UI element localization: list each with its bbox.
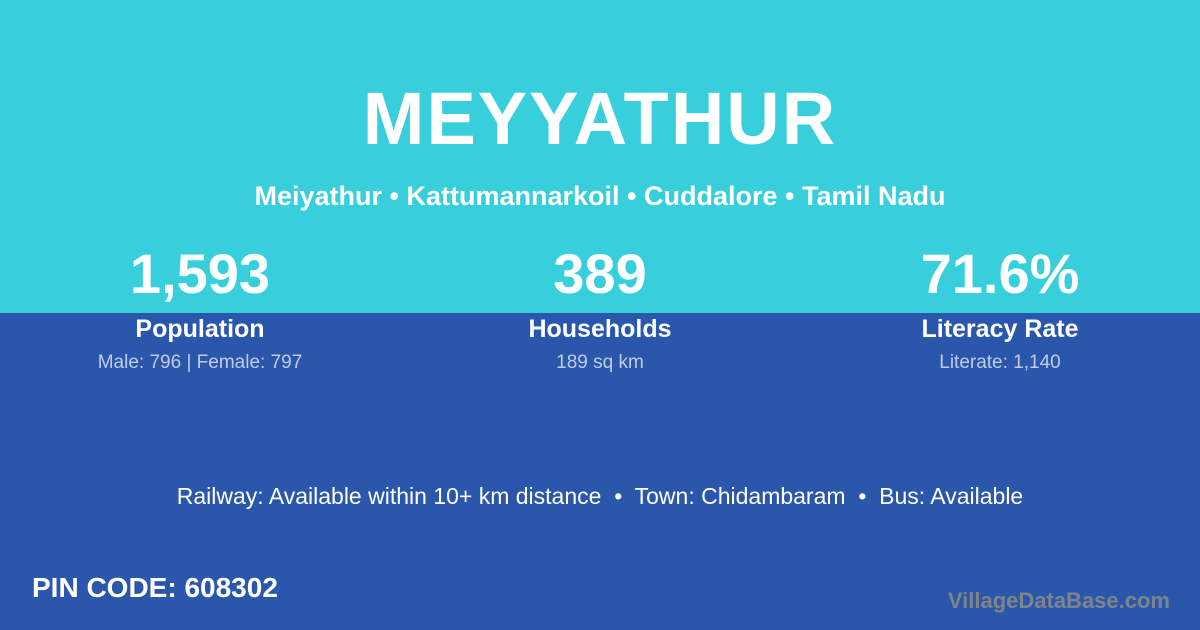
stat-label: Households — [528, 315, 672, 343]
stat-detail: Literate: 1,140 — [939, 352, 1061, 373]
stats-row: 1,593 Population Male: 796 | Female: 797… — [0, 246, 1200, 375]
top-band — [0, 0, 1200, 313]
bottom-band — [0, 313, 1200, 630]
stat-detail: Male: 796 | Female: 797 — [97, 352, 303, 373]
stat-population: 1,593 Population Male: 796 | Female: 797 — [0, 246, 400, 375]
stat-value: 71.6% — [920, 242, 1080, 305]
site-watermark: VillageDataBase.com — [947, 588, 1170, 613]
stat-detail: 189 sq km — [556, 352, 644, 373]
stat-literacy-rate: 71.6% Literacy Rate Literate: 1,140 — [800, 246, 1200, 375]
stat-label: Literacy Rate — [921, 315, 1079, 343]
stat-label: Population — [135, 315, 265, 343]
amenities-line: Railway: Available within 10+ km distanc… — [176, 483, 1024, 509]
stat-households: 389 Households 189 sq km — [400, 246, 800, 375]
stat-value: 1,593 — [129, 242, 271, 305]
stat-value: 389 — [553, 242, 647, 305]
location-breadcrumb: Meiyathur • Kattumannarkoil • Cuddalore … — [254, 181, 946, 211]
pin-code: PIN CODE: 608302 — [32, 572, 278, 603]
village-title: MEYYATHUR — [362, 77, 838, 160]
